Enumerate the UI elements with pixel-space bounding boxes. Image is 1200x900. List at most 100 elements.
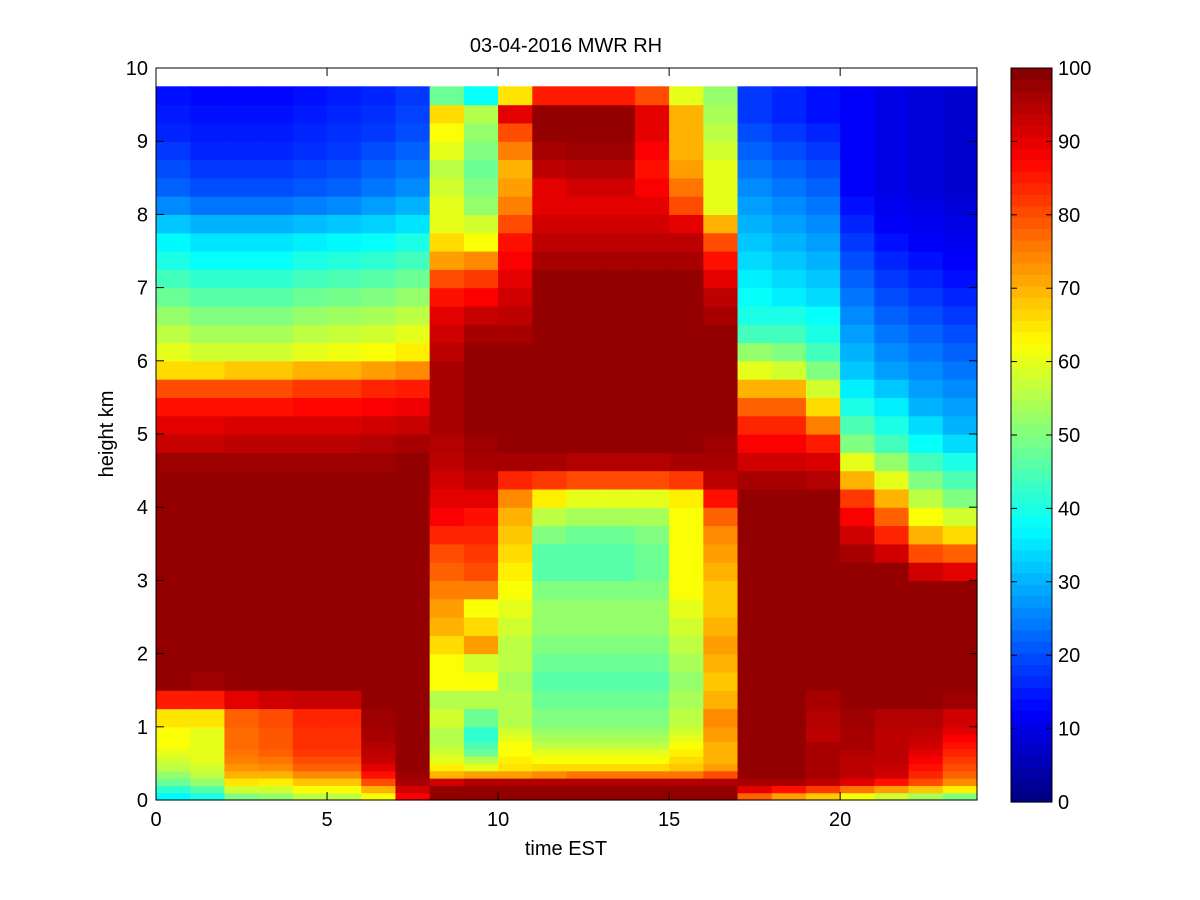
colorbar-band (1011, 228, 1052, 241)
heatmap-cell (429, 287, 465, 307)
heatmap-cell (224, 434, 260, 453)
heatmap-cell (156, 196, 191, 215)
heatmap-cell (874, 434, 910, 453)
heatmap-cell (737, 598, 773, 618)
heatmap-cell (532, 379, 568, 398)
heatmap-cell (258, 379, 294, 398)
heatmap-cell (566, 543, 602, 563)
heatmap-cell (224, 287, 260, 307)
heatmap-cell (327, 690, 362, 710)
heatmap-cell (224, 770, 260, 779)
heatmap-cell (224, 580, 260, 600)
heatmap-cell (737, 196, 773, 215)
heatmap-cell (258, 324, 294, 344)
heatmap-cell (669, 397, 704, 417)
heatmap-cell (669, 104, 704, 124)
heatmap-cell (908, 415, 944, 435)
heatmap-cell (224, 488, 260, 508)
heatmap-cell (566, 122, 602, 142)
heatmap-cell (942, 232, 978, 252)
heatmap-cell (566, 104, 602, 124)
heatmap-cell (634, 397, 670, 417)
heatmap-cell (361, 770, 397, 779)
heatmap-cell (258, 617, 294, 636)
heatmap-cell (566, 763, 602, 772)
heatmap-cell (532, 287, 568, 307)
heatmap-cell (429, 397, 465, 417)
heatmap-cell (429, 434, 465, 453)
heatmap-cell (498, 360, 533, 380)
heatmap-cell (942, 741, 978, 750)
heatmap-cell (942, 214, 978, 234)
heatmap-cell (566, 397, 602, 417)
heatmap-cell (737, 690, 773, 710)
heatmap-cell (600, 470, 636, 490)
heatmap-cell (224, 470, 260, 490)
heatmap-cell (463, 562, 499, 581)
heatmap-cell (498, 690, 533, 710)
heatmap-cell (703, 104, 739, 124)
colorbar-tick-label: 80 (1058, 205, 1080, 227)
heatmap-cell (361, 763, 397, 772)
heatmap-cell (942, 785, 978, 794)
heatmap-cell (156, 507, 191, 527)
heatmap-cell (156, 251, 191, 270)
heatmap-cell (327, 122, 362, 142)
y-tick-labels: 0 1 2 3 4 5 6 7 8 9 10 (126, 58, 148, 812)
heatmap-cell (532, 360, 568, 380)
heatmap-cell (840, 434, 875, 453)
heatmap-cell (566, 635, 602, 655)
heatmap-cell (942, 86, 978, 106)
heatmap-cell (771, 251, 807, 270)
heatmap-cell (805, 763, 841, 772)
heatmap-cell (532, 690, 568, 710)
colorbar-band (1011, 721, 1052, 734)
heatmap-cell (874, 415, 910, 435)
heatmap-cell (634, 617, 670, 636)
heatmap-cell (771, 562, 807, 581)
heatmap-cell (566, 598, 602, 618)
y-tick-label: 8 (137, 204, 148, 226)
heatmap-cell (327, 748, 362, 757)
colorbar-band (1011, 102, 1052, 115)
heatmap-cell (600, 741, 636, 750)
heatmap-cell (600, 196, 636, 215)
heatmap-cell (498, 86, 533, 106)
colorbar-band (1011, 779, 1052, 792)
heatmap-cell (908, 397, 944, 417)
heatmap-cell (703, 214, 739, 234)
heatmap-cell (634, 734, 670, 743)
heatmap-cell (840, 287, 875, 307)
heatmap-cell (669, 748, 704, 757)
heatmap-cell (258, 287, 294, 307)
heatmap-cell (805, 360, 841, 380)
heatmap-cell (771, 287, 807, 307)
heatmap-cell (737, 792, 773, 801)
heatmap-cell (258, 734, 294, 743)
heatmap-cell (600, 488, 636, 508)
heatmap-cell (156, 741, 191, 750)
heatmap-cell (771, 785, 807, 794)
heatmap-cell (463, 734, 499, 743)
colorbar-band (1011, 515, 1052, 528)
heatmap-cell (840, 196, 875, 215)
heatmap-cell (361, 342, 397, 362)
heatmap-cell (292, 214, 328, 234)
heatmap-cell (532, 397, 568, 417)
heatmap-cell (429, 525, 465, 545)
heatmap-cell (292, 470, 328, 490)
heatmap-cell (669, 785, 704, 794)
heatmap-cell (840, 617, 875, 636)
heatmap-cell (805, 708, 841, 728)
heatmap-cell (395, 104, 431, 124)
heatmap-cell (532, 708, 568, 728)
heatmap-cell (156, 122, 191, 142)
heatmap-cell (429, 734, 465, 743)
heatmap-cell (703, 562, 739, 581)
heatmap-cell (908, 159, 944, 179)
heatmap-cell (258, 741, 294, 750)
heatmap-cell (874, 122, 910, 142)
heatmap-cell (600, 507, 636, 527)
heatmap-cell (566, 741, 602, 750)
heatmap-cell (566, 196, 602, 215)
